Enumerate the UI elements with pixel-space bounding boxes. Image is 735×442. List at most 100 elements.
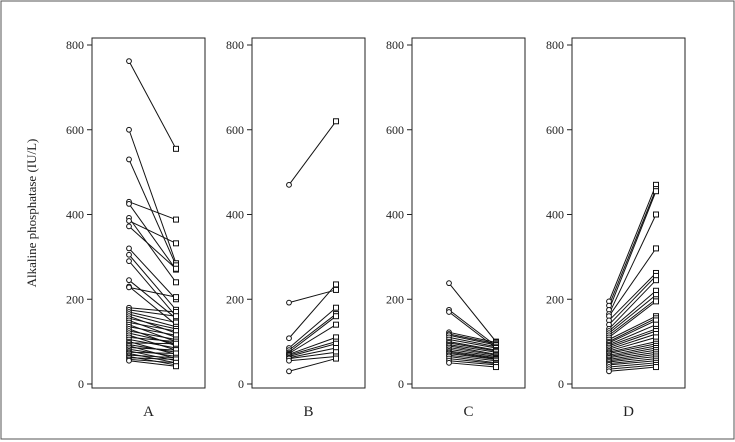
end-point [333, 118, 339, 125]
pair-line [128, 332, 177, 345]
pair-line [128, 317, 177, 330]
pair-line [608, 360, 657, 366]
start-point [606, 368, 612, 375]
pair-line [288, 355, 337, 362]
pair-line [448, 339, 497, 349]
start-point [286, 181, 292, 188]
pair-line [608, 315, 657, 340]
start-point [286, 335, 292, 342]
end-point [333, 304, 339, 311]
pair-line [608, 298, 657, 336]
panel-label: D [623, 404, 634, 420]
pair-line [128, 360, 177, 367]
start-point [126, 223, 132, 230]
pair-line [448, 282, 497, 342]
y-tick-label: 400 [386, 208, 404, 222]
pair-line [448, 331, 497, 343]
pair-line [288, 307, 337, 349]
pair-line [608, 330, 657, 349]
pair-line [608, 275, 657, 326]
pair-line [288, 284, 337, 339]
pair-line [608, 341, 657, 353]
pair-line [128, 201, 177, 221]
panels: 0 200 400 600 800 A 0 200 400 600 800 B 0 200 400 600 80… [66, 37, 686, 420]
panel-frame [411, 37, 526, 389]
start-point [126, 245, 132, 252]
pair-line [608, 279, 657, 330]
pair-line [128, 225, 177, 270]
pair-line [608, 214, 657, 315]
pair-line [128, 254, 177, 311]
pair-line [608, 349, 657, 359]
pair-line [288, 336, 337, 355]
start-point [126, 357, 132, 364]
panel-label: C [463, 404, 473, 420]
start-point [126, 217, 132, 224]
pair-line [128, 248, 177, 300]
end-point [653, 364, 659, 371]
pair-line [448, 333, 497, 345]
y-tick-label: 800 [66, 38, 84, 52]
pair-line [608, 290, 657, 332]
end-point [493, 364, 499, 371]
end-point [173, 340, 179, 347]
end-point [653, 188, 659, 195]
pair-line [128, 336, 177, 343]
end-point [173, 265, 179, 272]
pair-line [128, 203, 177, 270]
end-point [173, 216, 179, 223]
end-point [173, 313, 179, 320]
panel-a: 0 200 400 600 800 A [66, 37, 206, 420]
pair-line [608, 345, 657, 356]
pair-line [128, 330, 177, 340]
y-tick-label: 0 [398, 377, 404, 391]
panel-frame [571, 37, 686, 389]
end-point [173, 279, 179, 286]
pair-line [128, 307, 177, 313]
start-point [286, 368, 292, 375]
start-point [126, 251, 132, 258]
pair-line [128, 358, 177, 364]
pair-line [128, 159, 177, 266]
pair-line [288, 343, 337, 357]
pair-line [608, 336, 657, 352]
pair-line [288, 120, 337, 186]
pair-line [608, 353, 657, 362]
pair-line [448, 362, 497, 368]
pair-line [448, 350, 497, 359]
pair-line [128, 286, 177, 298]
pair-line [448, 348, 497, 357]
pair-line [608, 319, 657, 344]
y-tick-label: 200 [386, 292, 404, 306]
pair-line [608, 300, 657, 338]
start-point [446, 309, 452, 315]
end-point [653, 245, 659, 252]
pair-line [608, 324, 657, 346]
pair-line [608, 355, 657, 363]
pair-line [448, 334, 497, 346]
pair-line [608, 364, 657, 370]
pair-line [608, 272, 657, 321]
pair-line [608, 248, 657, 317]
pair-line [128, 357, 177, 360]
pair-line [608, 294, 657, 334]
y-tick-label: 200 [226, 292, 244, 306]
pair-line [448, 354, 497, 362]
panel-label: B [303, 404, 313, 420]
pair-line [448, 336, 497, 348]
pair-line [128, 315, 177, 334]
y-tick-label: 0 [238, 377, 244, 391]
pair-line [128, 279, 177, 319]
pair-line [128, 322, 177, 332]
pair-line [448, 342, 497, 352]
start-point [286, 357, 292, 364]
pair-line [448, 352, 497, 360]
end-point [653, 277, 659, 284]
pair-line [128, 260, 177, 317]
pair-line [128, 286, 177, 326]
pair-line [128, 324, 177, 343]
pair-line [448, 358, 497, 365]
pair-line [288, 313, 337, 351]
panel-d: 0 200 400 600 800 D [546, 37, 686, 420]
